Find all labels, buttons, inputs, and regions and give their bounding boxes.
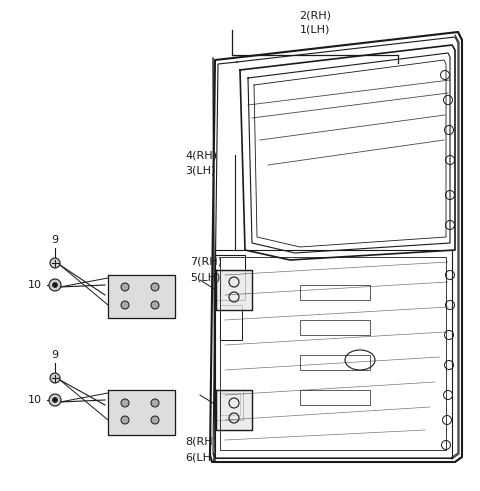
Circle shape — [121, 283, 129, 291]
Circle shape — [49, 394, 61, 406]
Text: 10: 10 — [28, 395, 42, 405]
Bar — [220, 305, 242, 340]
Bar — [300, 355, 370, 370]
Text: 9: 9 — [51, 350, 59, 360]
Polygon shape — [216, 390, 252, 430]
Text: 5(LH): 5(LH) — [190, 272, 220, 282]
Text: 1(LH): 1(LH) — [300, 24, 330, 34]
Polygon shape — [108, 275, 175, 318]
Circle shape — [52, 282, 58, 288]
Bar — [220, 393, 240, 415]
Circle shape — [50, 258, 60, 268]
Bar — [300, 320, 370, 335]
Circle shape — [121, 399, 129, 407]
Circle shape — [49, 279, 61, 291]
Text: 10: 10 — [28, 280, 42, 290]
Bar — [300, 285, 370, 300]
Text: 4(RH): 4(RH) — [185, 150, 217, 160]
Circle shape — [151, 399, 159, 407]
Circle shape — [121, 416, 129, 424]
Circle shape — [121, 301, 129, 309]
Text: 8(RH): 8(RH) — [185, 437, 217, 447]
Circle shape — [151, 283, 159, 291]
Text: 3(LH): 3(LH) — [185, 165, 216, 175]
Bar — [215, 390, 243, 420]
Circle shape — [151, 301, 159, 309]
Bar — [215, 255, 245, 300]
Polygon shape — [216, 270, 252, 310]
Circle shape — [50, 373, 60, 383]
Text: 2(RH): 2(RH) — [299, 10, 331, 20]
Circle shape — [151, 416, 159, 424]
Circle shape — [52, 398, 58, 403]
Text: 7(RH): 7(RH) — [190, 257, 222, 267]
Text: 9: 9 — [51, 235, 59, 245]
Bar — [300, 390, 370, 405]
Text: 6(LH): 6(LH) — [185, 452, 216, 462]
Polygon shape — [108, 390, 175, 435]
